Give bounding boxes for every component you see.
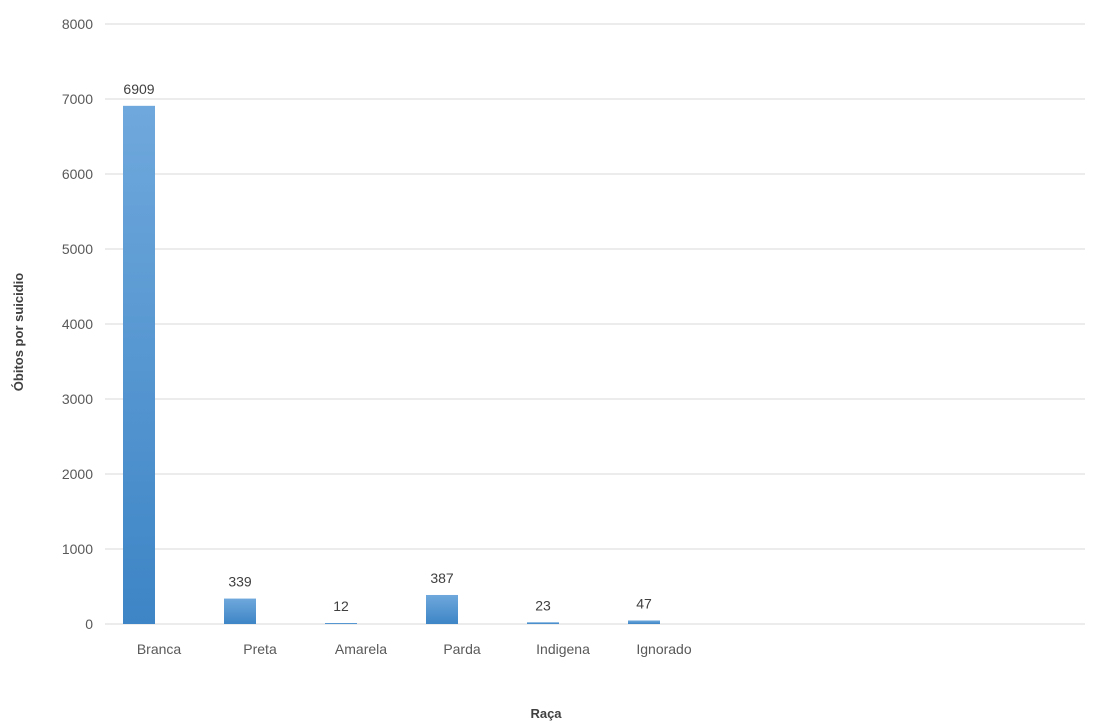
- data-labels: 6909 339 12 387 23 47: [123, 81, 652, 614]
- data-label-parda: 387: [430, 570, 454, 586]
- data-label-branca: 6909: [123, 81, 154, 97]
- bar-indigena: [527, 622, 559, 624]
- y-tick-label: 0: [85, 616, 93, 632]
- y-tick-label: 7000: [62, 91, 93, 107]
- bar-preta: [224, 598, 256, 624]
- y-tick-label: 4000: [62, 316, 93, 332]
- y-axis-ticks: 0 1000 2000 3000 4000 5000 6000 7000 8000: [62, 16, 93, 632]
- x-axis-ticks: Branca Preta Amarela Parda Indigena Ignorado: [137, 641, 692, 657]
- data-label-ignorado: 47: [636, 595, 652, 611]
- bar-ignorado: [628, 620, 660, 624]
- y-tick-label: 1000: [62, 541, 93, 557]
- y-tick-label: 5000: [62, 241, 93, 257]
- y-tick-label: 6000: [62, 166, 93, 182]
- data-label-indigena: 23: [535, 597, 551, 613]
- x-tick-label-amarela: Amarela: [335, 641, 387, 657]
- y-tick-label: 3000: [62, 391, 93, 407]
- data-label-preta: 339: [228, 574, 252, 590]
- bar-amarela: [325, 623, 357, 624]
- y-tick-label: 2000: [62, 466, 93, 482]
- gridlines: [105, 23, 1085, 625]
- x-tick-label-preta: Preta: [243, 641, 277, 657]
- y-tick-label: 8000: [62, 16, 93, 32]
- bars: [123, 105, 660, 624]
- data-label-amarela: 12: [333, 598, 349, 614]
- x-tick-label-ignorado: Ignorado: [636, 641, 691, 657]
- bar-parda: [426, 594, 458, 624]
- x-tick-label-branca: Branca: [137, 641, 182, 657]
- bar-branca: [123, 105, 155, 624]
- x-axis-title: Raça: [530, 706, 562, 721]
- x-tick-label-indigena: Indigena: [536, 641, 590, 657]
- x-tick-label-parda: Parda: [443, 641, 481, 657]
- y-axis-title: Óbitos por suicidio: [11, 273, 26, 392]
